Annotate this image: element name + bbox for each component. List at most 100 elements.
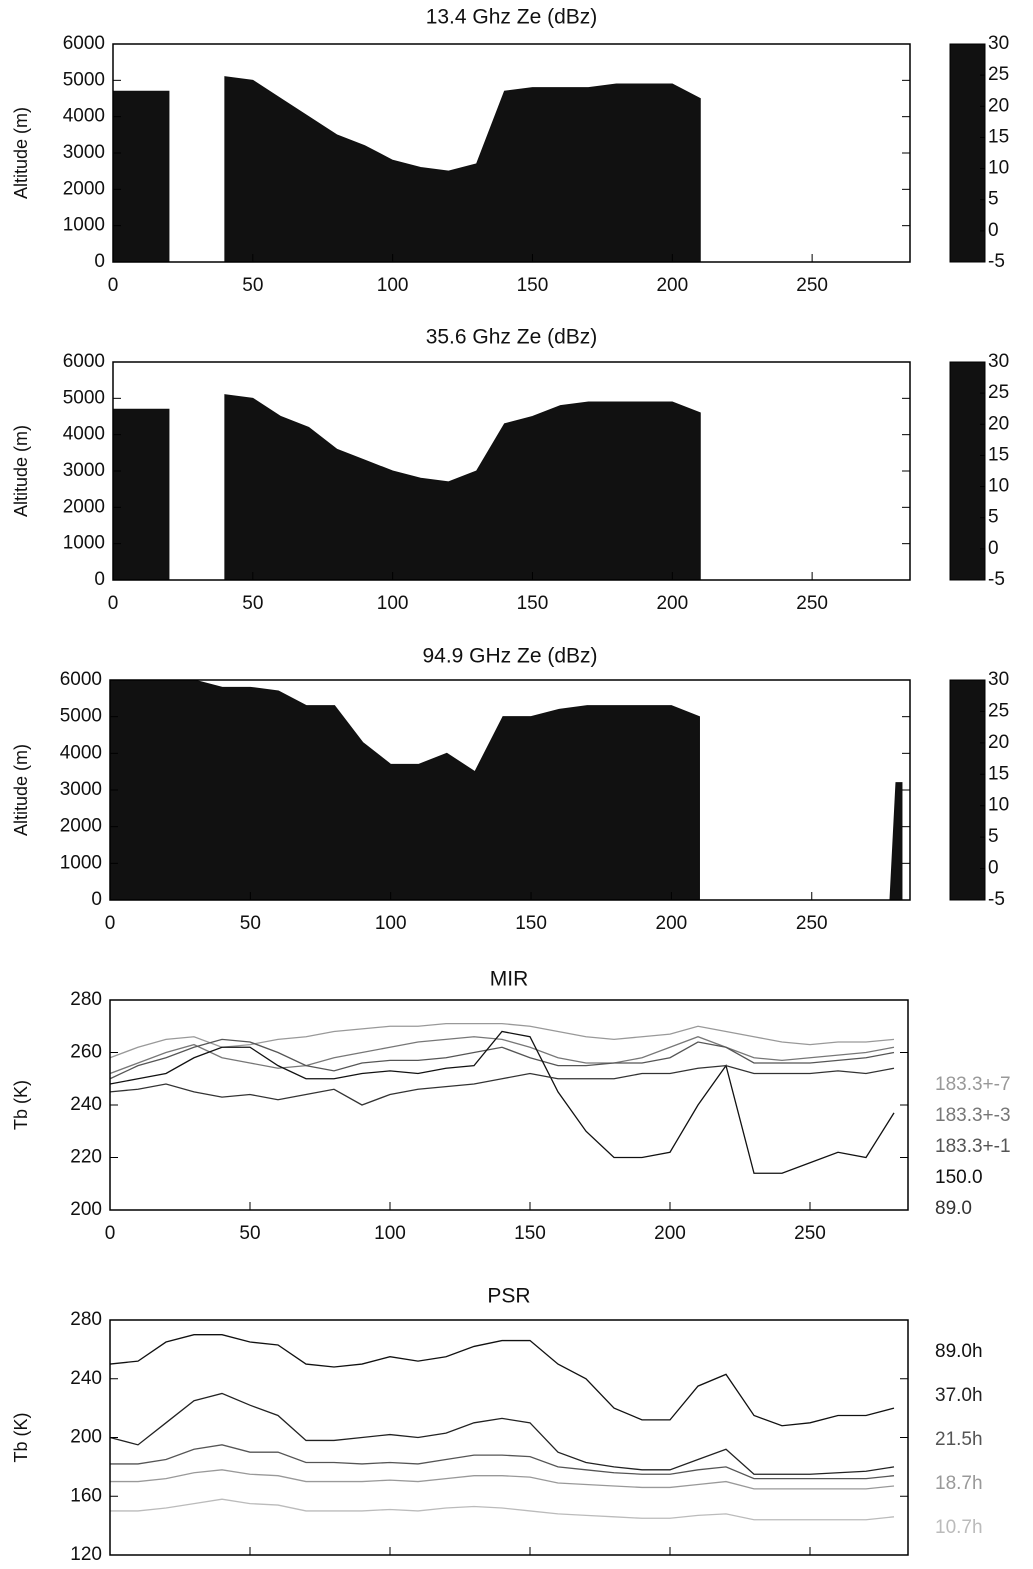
x-tick-label: 100 (377, 593, 409, 614)
x-tick-label: 50 (242, 275, 263, 296)
x-tick-label: 50 (239, 1223, 260, 1244)
y-tick-label: 120 (70, 1544, 102, 1565)
y-tick-label: 160 (70, 1485, 102, 1506)
colorbar-tick-label: 10 (988, 476, 1009, 497)
y-tick-label: 6000 (63, 33, 105, 54)
y-tick-label: 1000 (63, 215, 105, 236)
echo-area (112, 394, 701, 581)
echo-area (112, 76, 701, 263)
y-tick-label: 220 (70, 1147, 102, 1168)
y-tick-label: 0 (91, 889, 102, 910)
series-line (110, 1498, 895, 1521)
chart-title: PSR (487, 1285, 530, 1308)
series-line (109, 1036, 895, 1075)
series-line (109, 1392, 895, 1475)
colorbar-tick-label: 0 (988, 858, 999, 879)
chart-title: MIR (490, 968, 529, 991)
y-tick-label: 0 (94, 569, 105, 590)
x-tick-label: 0 (105, 913, 116, 934)
x-tick-label: 150 (514, 1223, 546, 1244)
y-axis-label: Tb (K) (11, 1080, 31, 1130)
colorbar (949, 361, 986, 581)
y-tick-label: 2000 (63, 178, 105, 199)
y-tick-label: 3000 (60, 779, 102, 800)
legend-label: 18.7h (935, 1473, 983, 1494)
y-axis-label: Altitude (m) (11, 744, 31, 836)
series-line (109, 1334, 895, 1427)
x-tick-label: 200 (654, 1223, 686, 1244)
y-tick-label: 6000 (60, 669, 102, 690)
legend-label: 37.0h (935, 1385, 983, 1406)
legend-label: 150.0 (935, 1167, 983, 1188)
x-tick-label: 250 (794, 1223, 826, 1244)
x-tick-label: 200 (656, 913, 688, 934)
colorbar-tick-label: 25 (988, 382, 1009, 403)
colorbar-tick-label: -5 (988, 889, 1005, 910)
y-tick-label: 280 (70, 989, 102, 1010)
colorbar-tick-label: 10 (988, 795, 1009, 816)
colorbar-tick-label: 15 (988, 763, 1009, 784)
echo-area (109, 679, 903, 901)
x-tick-label: 150 (517, 593, 549, 614)
series-line (109, 1022, 895, 1059)
y-tick-label: 200 (70, 1199, 102, 1220)
x-tick-label: 200 (656, 275, 688, 296)
y-tick-label: 260 (70, 1042, 102, 1063)
series-line (109, 1064, 895, 1106)
y-axis-label: Altitude (m) (11, 107, 31, 199)
legend-label: 21.5h (935, 1429, 983, 1450)
y-axis-label: Tb (K) (11, 1412, 31, 1462)
x-tick-label: 0 (108, 593, 119, 614)
series-line (109, 1030, 895, 1174)
y-tick-label: 240 (70, 1368, 102, 1389)
y-tick-label: 2000 (63, 496, 105, 517)
colorbar-tick-label: 5 (988, 826, 999, 847)
x-tick-label: 0 (108, 275, 119, 296)
y-tick-label: 2000 (60, 816, 102, 837)
x-tick-label: 100 (375, 913, 407, 934)
x-tick-label: 250 (796, 913, 828, 934)
x-tick-label: 250 (796, 593, 828, 614)
legend-label: 183.3+-7 (935, 1074, 1011, 1095)
legend-label: 183.3+-3 (935, 1105, 1011, 1126)
y-tick-label: 200 (70, 1427, 102, 1448)
colorbar (949, 43, 986, 263)
x-tick-label: 100 (377, 275, 409, 296)
colorbar-tick-label: 15 (988, 126, 1009, 147)
colorbar-tick-label: 20 (988, 413, 1009, 434)
x-tick-label: 150 (515, 913, 547, 934)
colorbar-tick-label: 25 (988, 64, 1009, 85)
legend-label: 89.0h (935, 1341, 983, 1362)
y-tick-label: 4000 (60, 742, 102, 763)
colorbar-tick-label: -5 (988, 251, 1005, 272)
y-tick-label: 240 (70, 1094, 102, 1115)
y-tick-label: 6000 (63, 351, 105, 372)
colorbar-tick-label: 30 (988, 33, 1009, 54)
chart-title: 94.9 GHz Ze (dBz) (422, 645, 597, 668)
chart-title: 13.4 Ghz Ze (dBz) (426, 6, 598, 29)
y-tick-label: 0 (94, 251, 105, 272)
colorbar-tick-label: 15 (988, 444, 1009, 465)
colorbar-tick-label: 30 (988, 351, 1009, 372)
colorbar-tick-label: 0 (988, 538, 999, 559)
y-tick-label: 5000 (60, 706, 102, 727)
plot-frame (109, 999, 909, 1211)
colorbar-tick-label: 0 (988, 220, 999, 241)
colorbar-tick-label: 10 (988, 158, 1009, 179)
colorbar-tick-label: 5 (988, 189, 999, 210)
y-tick-label: 280 (70, 1309, 102, 1330)
colorbar (949, 679, 986, 901)
colorbar-tick-label: 30 (988, 669, 1009, 690)
y-tick-label: 5000 (63, 69, 105, 90)
series-line (110, 1444, 895, 1480)
chart-title: 35.6 Ghz Ze (dBz) (426, 326, 598, 349)
colorbar-tick-label: -5 (988, 569, 1005, 590)
y-tick-label: 4000 (63, 424, 105, 445)
colorbar-tick-label: 20 (988, 95, 1009, 116)
x-tick-label: 50 (242, 593, 263, 614)
x-tick-label: 0 (105, 1223, 116, 1244)
legend-label: 89.0 (935, 1198, 972, 1219)
x-tick-label: 100 (374, 1223, 406, 1244)
x-tick-label: 150 (517, 275, 549, 296)
legend-label: 183.3+-1 (935, 1136, 1011, 1157)
